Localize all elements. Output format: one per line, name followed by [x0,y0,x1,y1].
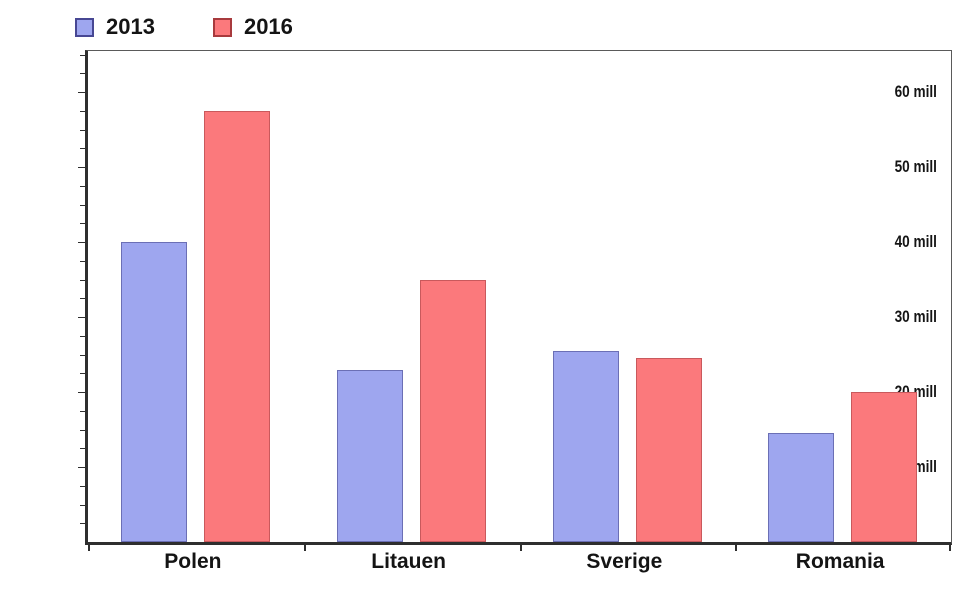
y-minor-tick [80,504,85,506]
legend-swatch-2013-icon [75,17,94,37]
x-boundary-tick [949,545,951,551]
y-minor-tick [80,335,85,337]
bar-2016-romania [851,392,918,542]
legend-item-2016: 2016 [212,14,293,40]
x-boundary-tick [88,545,90,551]
y-minor-tick [80,354,85,356]
y-minor-tick [80,185,85,187]
y-minor-tick [80,260,85,262]
y-major-tick [78,392,85,394]
chart-legend: 2013 2016 [75,14,293,40]
bar-2016-polen [204,110,270,542]
x-boundary-tick [519,545,522,551]
legend-item-2013: 2013 [75,14,155,40]
y-minor-tick [80,485,85,487]
legend-swatch-2016-icon [212,17,232,37]
y-minor-tick [80,448,85,450]
y-minor-tick [80,54,85,56]
bar-2013-litauen [336,369,403,542]
y-major-tick [78,92,85,94]
y-minor-tick [80,110,85,112]
bar-2013-romania [768,433,835,542]
y-minor-tick [80,73,85,75]
y-major-tick [78,242,85,244]
y-minor-tick [80,148,85,150]
y-minor-tick [80,429,85,431]
legend-label-2013: 2013 [106,14,155,39]
x-category-label-polen: Polen [164,550,222,573]
x-category-label-romania: Romania [795,550,885,573]
y-major-tick [78,167,85,169]
bar-2013-polen [121,242,187,542]
y-tick-label: 50 mill [894,157,937,177]
y-tick-label: 60 mill [894,82,937,102]
x-category-label-sverige: Sverige [586,550,663,573]
bar-2016-litauen [419,279,486,542]
y-minor-tick [80,523,85,525]
y-minor-tick [80,279,85,281]
y-tick-label: 40 mill [894,232,937,252]
bar-2016-sverige [635,358,702,542]
y-minor-tick [80,298,85,300]
y-minor-tick [80,204,85,206]
y-tick-label: 30 mill [894,307,937,327]
x-category-label-litauen: Litauen [371,550,446,573]
y-minor-tick [80,373,85,375]
x-boundary-tick [735,545,738,551]
legend-label-2016: 2016 [243,14,293,39]
bar-2013-sverige [552,350,619,542]
y-minor-tick [80,410,85,412]
x-boundary-tick [303,545,306,551]
y-major-tick [78,317,85,319]
y-minor-tick [80,129,85,131]
y-minor-tick [80,223,85,225]
y-major-tick [78,467,85,469]
